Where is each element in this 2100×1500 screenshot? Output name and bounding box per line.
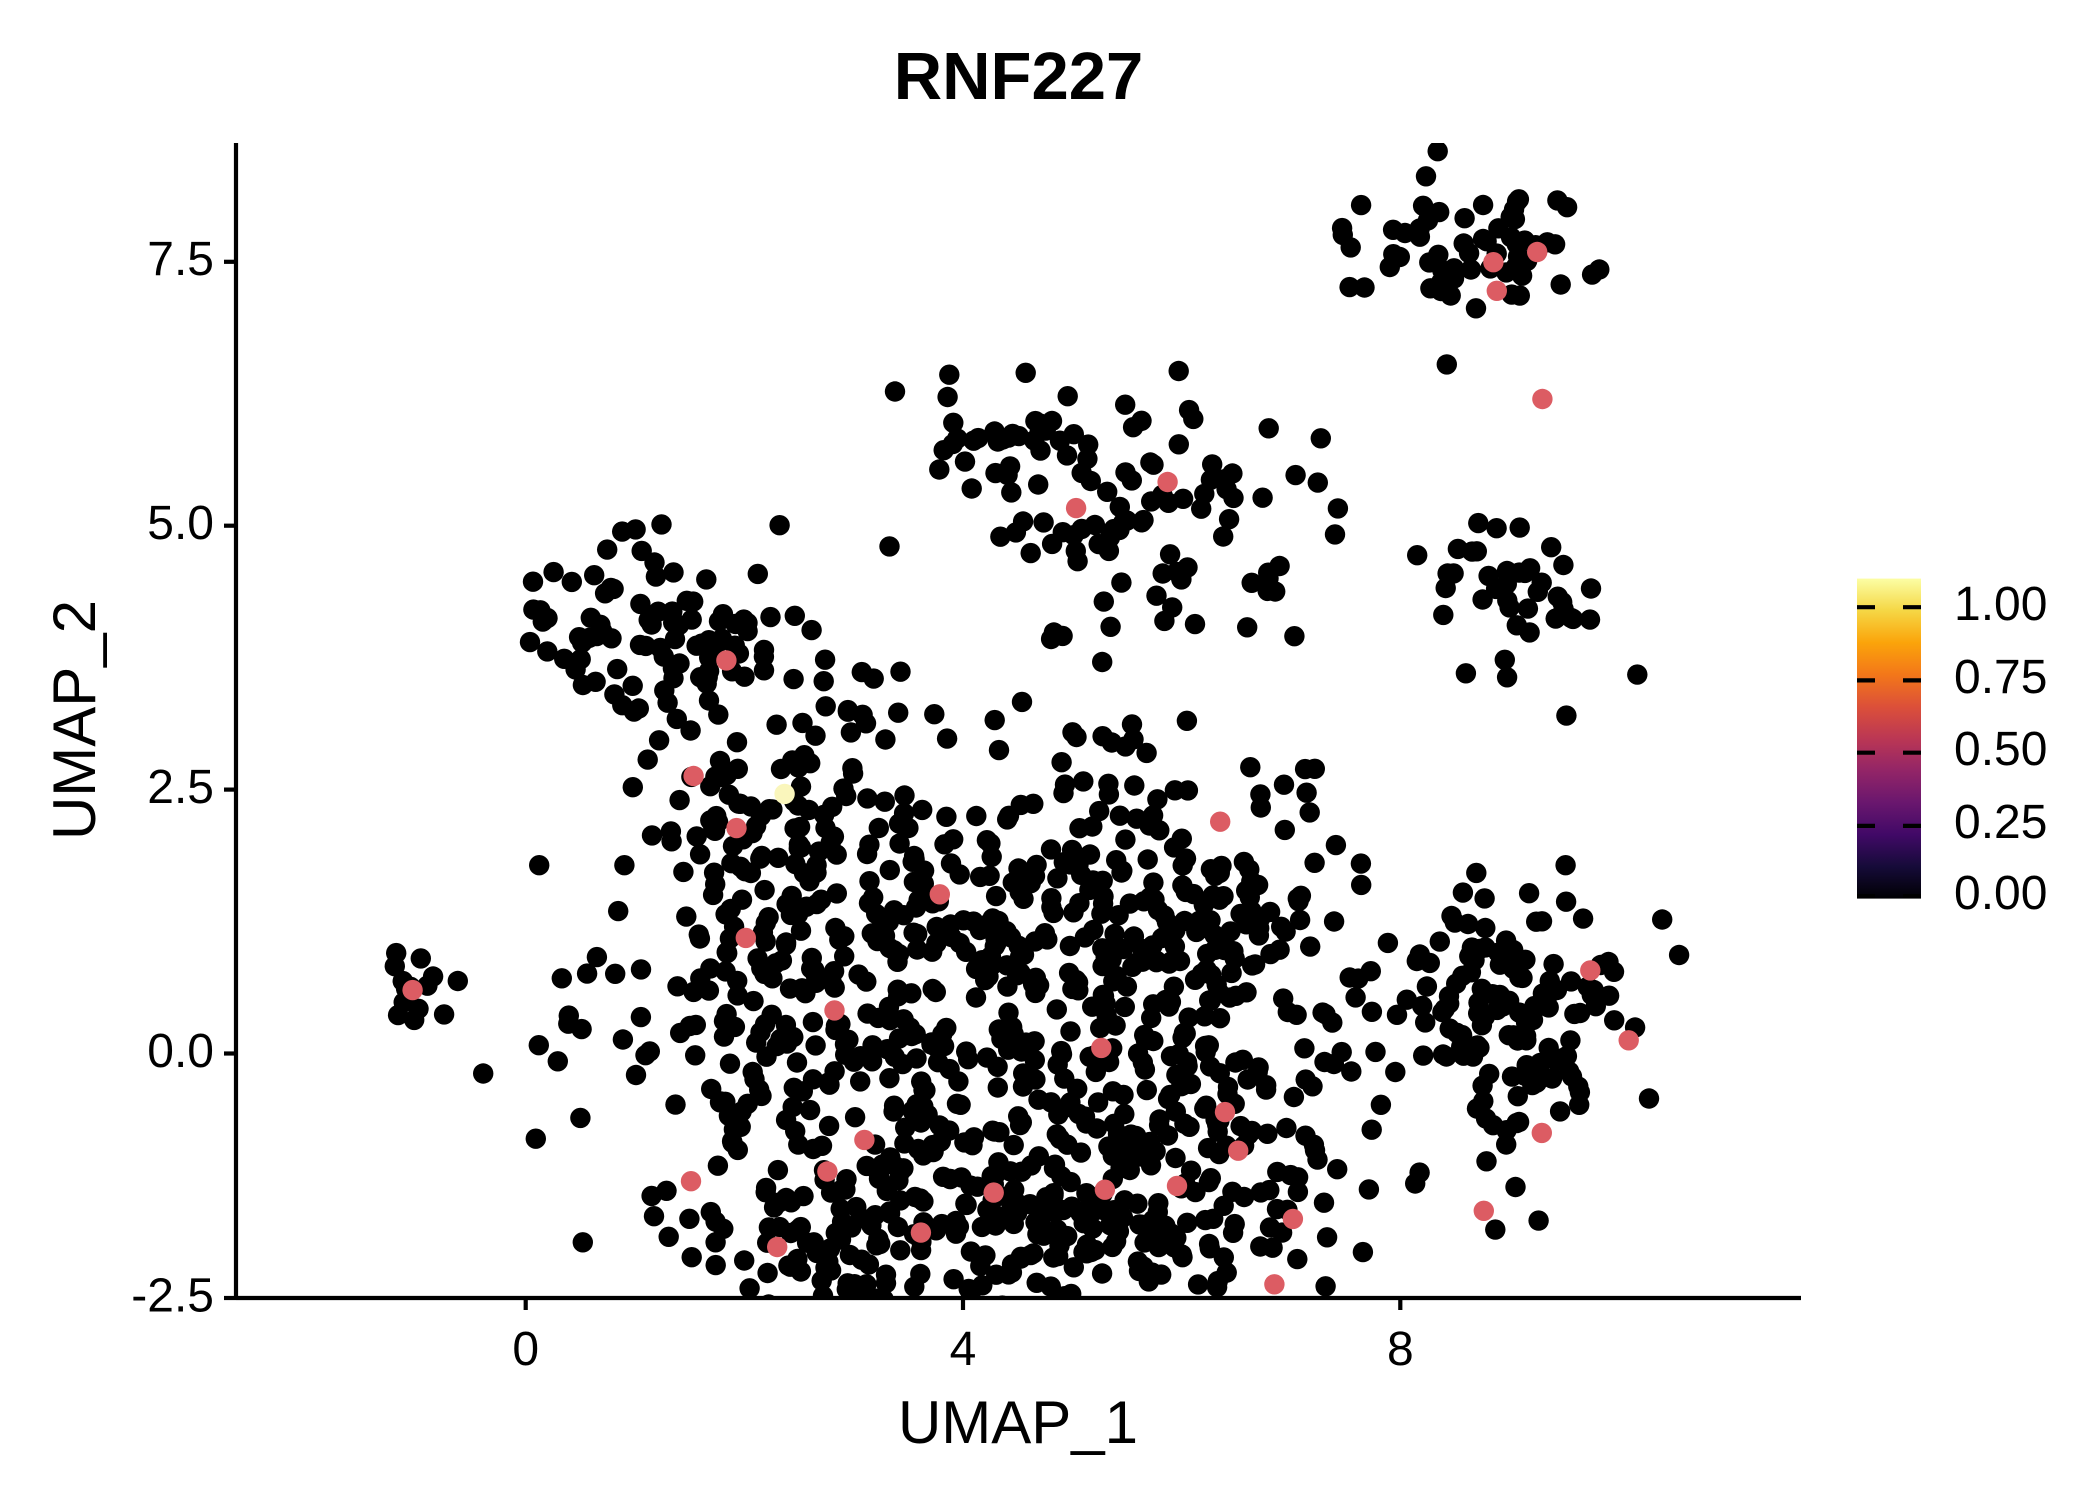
svg-text:UMAP_2: UMAP_2 [41,600,108,840]
svg-text:UMAP_1: UMAP_1 [898,1389,1138,1456]
svg-text:1.00: 1.00 [1954,578,2047,631]
svg-text:4: 4 [950,1323,977,1376]
svg-text:0: 0 [512,1323,539,1376]
svg-text:8: 8 [1387,1323,1414,1376]
svg-text:-2.5: -2.5 [131,1270,214,1323]
svg-text:5.0: 5.0 [147,497,214,550]
svg-text:0.00: 0.00 [1954,867,2047,920]
svg-text:2.5: 2.5 [147,761,214,814]
svg-text:0.25: 0.25 [1954,796,2047,849]
svg-text:0.0: 0.0 [147,1025,214,1078]
svg-text:7.5: 7.5 [147,233,214,286]
svg-text:0.50: 0.50 [1954,723,2047,776]
svg-text:0.75: 0.75 [1954,651,2047,704]
